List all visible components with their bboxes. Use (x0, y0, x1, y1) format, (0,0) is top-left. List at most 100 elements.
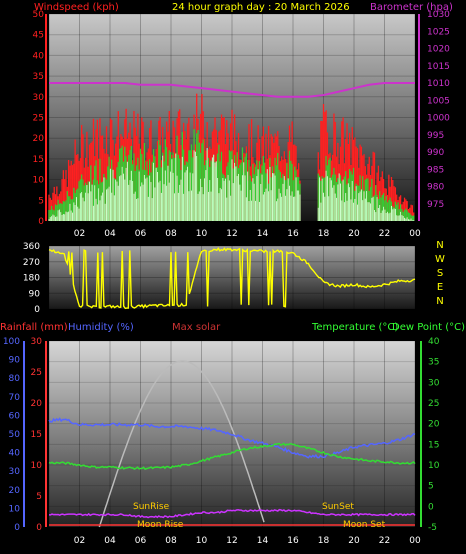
wind-tick-label: 15 (33, 155, 44, 165)
barometer-tick-label: 990 (427, 148, 444, 158)
wind-tick-label: 25 (33, 114, 44, 124)
humidity-tick-label: 10 (9, 504, 21, 514)
moonrise-label: Moon Rise (137, 520, 184, 530)
time-tick-label: 14 (257, 536, 269, 546)
barometer-tick-label: 1015 (427, 62, 450, 72)
sunrise-label: SunRise (133, 502, 170, 512)
time-tick-label: 12 (226, 536, 237, 546)
barometer-tick-label: 985 (427, 165, 444, 175)
barometer-tick-label: 1005 (427, 96, 450, 106)
wind-tick-label: 5 (38, 196, 44, 206)
temp-tick-label: 40 (428, 337, 440, 347)
temp-tick-label: 15 (428, 440, 439, 450)
max-solar-curve (98, 360, 265, 528)
time-tick-label: 22 (379, 536, 390, 546)
humidity-tick-label: 50 (9, 430, 21, 440)
wind-tick-label: 40 (33, 51, 45, 61)
wind-tick-label: 10 (33, 176, 45, 186)
dewpoint-line (49, 508, 416, 519)
wind-tick-label: 45 (33, 31, 44, 41)
time-tick-label: 14 (257, 229, 269, 239)
dewpoint-label: Dew Point (°C) (392, 322, 465, 333)
wind-axis-ticks: 0510152025303540455097598098599099510001… (33, 10, 451, 239)
wind-tick-label: 20 (33, 134, 45, 144)
time-tick-label: 06 (135, 229, 147, 239)
time-tick-label: 22 (379, 229, 390, 239)
barometer-tick-label: 1030 (427, 10, 450, 20)
direction-tick-label: 360 (23, 242, 40, 252)
barometer-label: Barometer (hpa) (370, 2, 453, 13)
humidity-tick-label: 80 (9, 374, 21, 384)
temp-tick-label: 0 (428, 502, 434, 512)
time-tick-label: 16 (287, 536, 299, 546)
direction-line (48, 247, 416, 310)
barometer-line (49, 82, 415, 98)
barometer-tick-label: 1020 (427, 45, 450, 55)
rain-tick-label: 0 (36, 523, 42, 533)
temperature-line (48, 442, 416, 471)
wind-series (48, 82, 415, 221)
time-tick-label: 04 (104, 536, 116, 546)
rain-tick-label: 10 (31, 461, 43, 471)
wind-tick-label: 50 (33, 10, 45, 20)
temperature-label: Temperature (°C) (311, 322, 398, 333)
barometer-tick-label: 980 (427, 183, 444, 193)
temp-tick-label: -5 (428, 523, 437, 533)
graph-title: 24 hour graph day : 20 March 2026 (172, 2, 350, 13)
humidity-tick-label: 60 (9, 411, 21, 421)
moonset-label: Moon Set (343, 520, 386, 530)
time-tick-label: 02 (74, 229, 85, 239)
direction-plot-area (49, 246, 415, 309)
rain-tick-label: 25 (31, 368, 42, 378)
direction-series (48, 247, 416, 310)
wind-tick-label: 0 (38, 217, 44, 227)
time-tick-label: 10 (196, 229, 208, 239)
rain-tick-label: 20 (31, 399, 43, 409)
rain-tick-label: 30 (31, 337, 43, 347)
compass-n: N (436, 296, 443, 307)
humidity-tick-label: 20 (9, 486, 21, 496)
windspeed-label: Windspeed (kph) (34, 2, 119, 13)
compass-s: S (437, 268, 443, 279)
temp-axis-ticks: 0 10 20 30 40 50 60 70 80 90 100 0 5 10 15 20 25 30 -5 0 5 10… (3, 337, 440, 533)
sunset-label: SunSet (322, 502, 354, 512)
direction-tick-label: 270 (23, 258, 40, 268)
barometer-tick-label: 1000 (427, 114, 450, 124)
temp-tick-label: 10 (428, 461, 440, 471)
rain-tick-label: 5 (36, 492, 42, 502)
time-tick-label: 12 (226, 229, 237, 239)
barometer-tick-label: 995 (427, 131, 444, 141)
temp-tick-label: 30 (428, 378, 440, 388)
wind-tick-label: 35 (33, 72, 44, 82)
time-tick-label: 02 (74, 536, 85, 546)
compass-e: E (437, 282, 443, 293)
humidity-tick-label: 0 (14, 523, 20, 533)
temp-tick-label: 25 (428, 399, 439, 409)
time-tick-label: 00 (409, 536, 421, 546)
time-tick-label: 00 (409, 229, 421, 239)
time-tick-label: 06 (135, 536, 147, 546)
direction-axis-ticks: 0 90 180 270 360 (23, 242, 40, 315)
compass-n: N (436, 240, 443, 251)
temp-tick-label: 35 (428, 358, 439, 368)
rain-label: Rainfall (mm) (0, 322, 68, 333)
compass-w: W (435, 254, 445, 265)
time-tick-label: 04 (104, 229, 116, 239)
temp-tick-label: 5 (428, 482, 434, 492)
time-tick-label: 18 (318, 536, 330, 546)
direction-tick-label: 90 (29, 289, 41, 299)
temp-series (48, 360, 416, 528)
barometer-tick-label: 1025 (427, 27, 450, 37)
time-tick-label: 10 (196, 536, 208, 546)
humidity-label: Humidity (%) (68, 322, 134, 333)
time-tick-label: 18 (318, 229, 330, 239)
rain-tick-label: 15 (31, 430, 42, 440)
direction-tick-label: 0 (34, 305, 40, 315)
humidity-tick-label: 30 (9, 467, 21, 477)
time-tick-label: 08 (165, 229, 177, 239)
barometer-tick-label: 1010 (427, 79, 450, 89)
time-tick-label: 20 (348, 536, 360, 546)
humidity-tick-label: 100 (3, 337, 20, 347)
